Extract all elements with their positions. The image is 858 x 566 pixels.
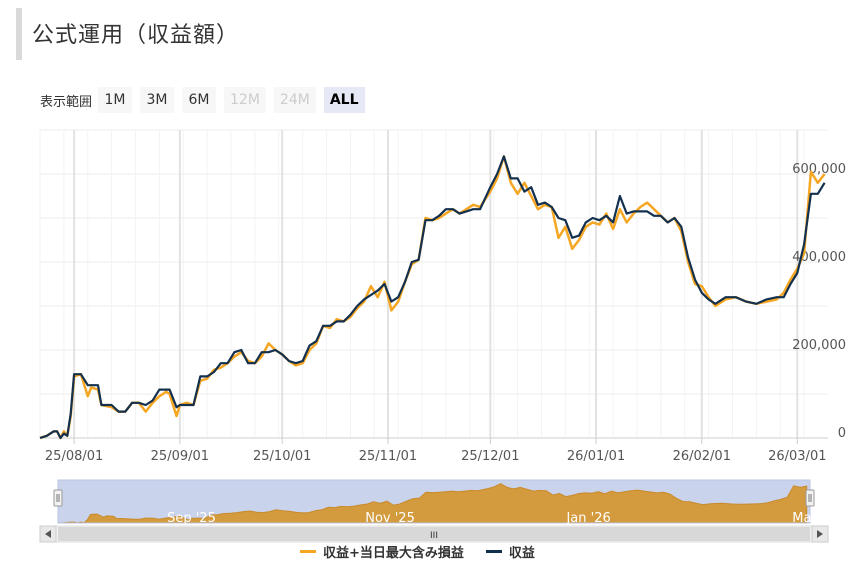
legend-label-profit: 収益 xyxy=(508,546,535,561)
series-line-profit xyxy=(39,155,826,440)
navigator-tick-label: Mar... xyxy=(792,511,828,526)
x-tick-label: 25/10/01 xyxy=(253,449,311,464)
chart-series xyxy=(39,155,826,440)
legend-swatch-max xyxy=(300,550,316,553)
x-tick-label: 25/11/01 xyxy=(359,449,417,464)
range-button-all[interactable]: ALL xyxy=(323,87,365,113)
y-tick-label: 0 xyxy=(838,426,846,441)
legend: 収益+当日最大含み損益 収益 xyxy=(300,542,557,561)
navigator: Sep '25 Nov '25 Jan '26 Mar... III xyxy=(39,479,829,543)
scrollbar-thumb[interactable] xyxy=(58,527,810,541)
range-button-3m[interactable]: 3M xyxy=(140,87,175,113)
y-tick-label: 200,000 xyxy=(792,338,846,353)
navigator-area xyxy=(57,483,808,524)
legend-label-max: 収益+当日最大含み損益 xyxy=(323,546,464,561)
range-selector: 表示範囲 1M 3M 6M 12M 24M ALL xyxy=(40,86,373,114)
navigator-handle-right[interactable] xyxy=(805,489,815,507)
legend-item-profit[interactable]: 収益 xyxy=(485,542,535,561)
arrow-right-icon xyxy=(817,530,823,538)
navigator-tick-label: Sep '25 xyxy=(167,511,216,526)
navigator-tick-label: Nov '25 xyxy=(365,511,415,526)
chart-grid xyxy=(39,129,828,439)
scrollbar-grip-icon: III xyxy=(430,531,438,541)
x-tick-label: 26/01/01 xyxy=(567,449,625,464)
x-tick-label: 25/12/01 xyxy=(461,449,519,464)
y-tick-label: 400,000 xyxy=(792,250,846,265)
page-title: 公式運用（収益額） xyxy=(32,23,240,48)
x-tick-label: 26/02/01 xyxy=(673,449,731,464)
x-tick-label: 26/03/01 xyxy=(768,449,826,464)
legend-swatch-profit xyxy=(485,550,502,553)
range-label: 表示範囲 xyxy=(40,94,93,110)
navigator-handle-left[interactable] xyxy=(53,489,63,507)
title-accent-bar xyxy=(16,8,22,60)
range-button-24m: 24M xyxy=(273,87,316,113)
navigator-tick-label: Jan '26 xyxy=(565,511,610,526)
y-axis-ticks: 0 200,000 400,000 600,000 xyxy=(792,162,846,441)
range-button-6m[interactable]: 6M xyxy=(182,87,217,113)
x-axis-ticks: 25/08/01 25/09/01 25/10/01 25/11/01 25/12/01… xyxy=(45,438,826,464)
range-button-1m[interactable]: 1M xyxy=(98,87,133,113)
x-tick-label: 25/09/01 xyxy=(151,449,209,464)
x-tick-label: 25/08/01 xyxy=(45,449,103,464)
range-button-12m: 12M xyxy=(224,87,266,113)
legend-item-max[interactable]: 収益+当日最大含み損益 xyxy=(300,542,464,561)
y-tick-label: 600,000 xyxy=(792,162,846,177)
arrow-left-icon xyxy=(45,530,51,538)
